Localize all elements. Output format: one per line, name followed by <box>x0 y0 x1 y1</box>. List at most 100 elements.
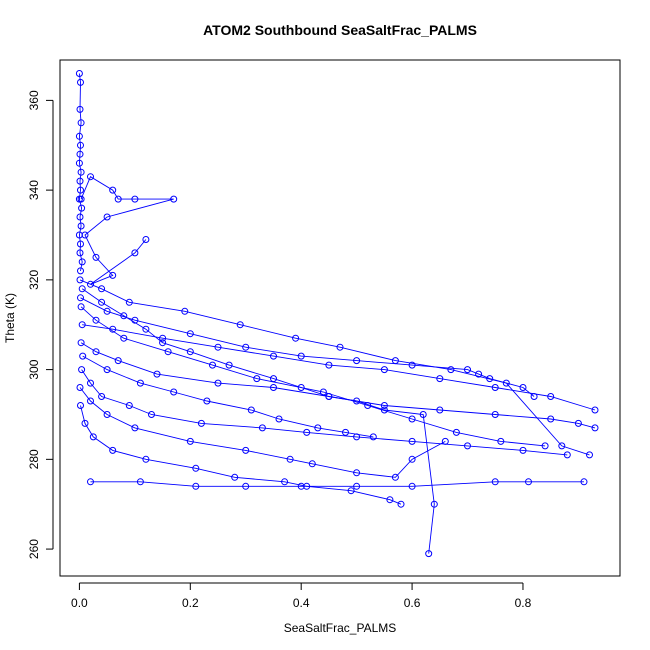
data-point <box>408 482 416 490</box>
data-point <box>491 411 499 418</box>
data-point <box>391 357 399 365</box>
y-tick-label: 340 <box>27 180 41 200</box>
data-point <box>170 195 178 203</box>
data-point <box>242 343 250 351</box>
data-point <box>76 213 84 221</box>
data-point <box>89 433 97 441</box>
data-point <box>497 437 505 445</box>
data-point <box>525 478 532 486</box>
data-point <box>79 352 87 360</box>
x-tick-label: 0.4 <box>293 596 310 610</box>
data-point <box>397 500 405 508</box>
series-line <box>80 306 546 447</box>
series-line <box>81 369 568 456</box>
data-point <box>77 119 85 127</box>
y-axis-label: Theta (K) <box>3 293 17 343</box>
data-point <box>464 366 471 374</box>
data-point <box>258 424 266 432</box>
data-layer <box>75 70 599 558</box>
y-tick-label: 300 <box>27 359 41 379</box>
data-point <box>131 316 139 324</box>
data-point <box>78 285 86 293</box>
data-point <box>353 469 361 477</box>
data-point <box>109 446 117 454</box>
data-point <box>297 384 305 391</box>
data-point <box>342 428 349 436</box>
data-point <box>87 379 94 387</box>
data-point <box>159 334 167 342</box>
data-point <box>231 473 239 481</box>
series-line <box>80 176 174 285</box>
data-point <box>519 446 527 454</box>
data-point <box>591 424 599 432</box>
data-point <box>77 78 84 86</box>
data-point <box>103 411 111 418</box>
data-point <box>77 240 84 248</box>
data-point <box>325 361 333 369</box>
data-point <box>297 352 305 360</box>
data-point <box>247 406 255 414</box>
data-point <box>103 366 111 374</box>
data-point <box>109 271 117 279</box>
data-point <box>281 478 289 486</box>
data-point <box>77 339 85 347</box>
data-point <box>214 343 222 351</box>
y-tick-label: 280 <box>27 449 41 469</box>
data-point <box>76 276 84 284</box>
data-point <box>77 402 84 409</box>
data-point <box>441 437 449 445</box>
data-point <box>92 316 100 324</box>
data-point <box>447 366 455 374</box>
data-point <box>131 249 139 257</box>
data-point <box>77 267 84 275</box>
data-point <box>270 384 277 391</box>
data-point <box>186 348 194 356</box>
data-point <box>380 402 388 409</box>
data-point <box>76 105 84 113</box>
series-line <box>80 342 596 429</box>
data-point <box>436 375 444 383</box>
data-point <box>76 384 84 391</box>
data-point <box>308 460 316 468</box>
data-point <box>77 141 84 149</box>
data-point <box>78 321 86 329</box>
data-point <box>78 204 86 212</box>
data-point <box>580 478 588 486</box>
chart-title: ATOM2 Southbound SeaSaltFrac_PALMS <box>203 22 477 38</box>
data-point <box>75 132 83 140</box>
data-point <box>131 424 139 432</box>
data-point <box>242 482 250 490</box>
y-axis: 260 280 300 320 340 360 <box>27 90 54 559</box>
data-point <box>192 464 200 472</box>
data-point <box>192 482 200 490</box>
data-point <box>186 437 194 445</box>
data-point <box>380 366 388 374</box>
series-line <box>90 481 584 487</box>
data-point <box>214 379 222 387</box>
x-tick-label: 0.6 <box>404 596 421 610</box>
data-point <box>148 411 155 418</box>
data-point <box>142 325 150 333</box>
data-point <box>114 357 122 365</box>
data-point <box>386 496 394 504</box>
data-point <box>77 186 84 194</box>
data-point <box>547 393 555 400</box>
data-point <box>87 397 94 405</box>
data-point <box>286 455 294 463</box>
data-point <box>87 173 94 181</box>
data-point <box>314 424 322 432</box>
data-point <box>408 415 416 423</box>
data-point <box>475 370 483 378</box>
data-point <box>586 451 593 459</box>
data-point <box>78 258 86 266</box>
data-point <box>253 375 261 383</box>
data-point <box>103 213 111 221</box>
x-tick-label: 0.2 <box>182 596 199 610</box>
data-point <box>209 361 216 369</box>
x-tick-label: 0.8 <box>515 596 532 610</box>
data-point <box>297 482 305 490</box>
data-point <box>98 298 106 306</box>
data-point <box>77 303 85 311</box>
data-point <box>76 177 84 185</box>
